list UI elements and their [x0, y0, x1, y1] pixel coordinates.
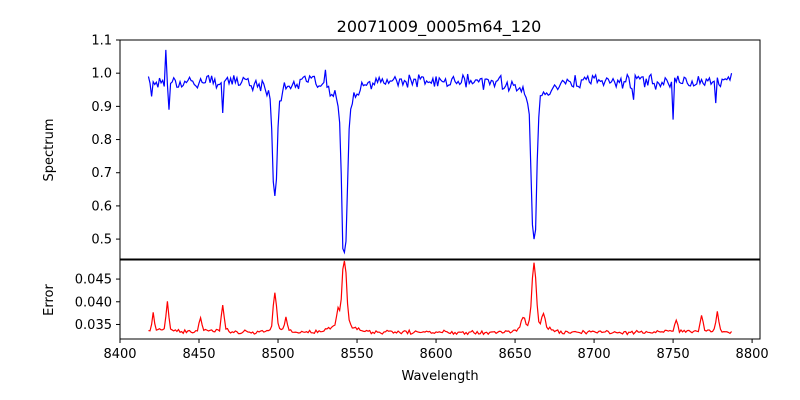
error-y-tick-label: 0.045: [75, 273, 112, 288]
spectrum-plot-frame: [119, 39, 761, 260]
error-series-line: [148, 260, 733, 336]
spectrum-y-tick-label: 0.8: [91, 133, 112, 148]
x-tick-label: 8700: [578, 347, 611, 362]
error-panel: 0.035 0.040 0.045 Error: [42, 259, 761, 340]
x-tick-label: 8650: [499, 347, 532, 362]
spectrum-y-axis-label: Spectrum: [42, 119, 57, 182]
spectrum-y-tick-label: 1.1: [91, 34, 112, 49]
x-axis-label: Wavelength: [401, 369, 478, 384]
error-y-axis: 0.035 0.040 0.045: [75, 273, 120, 333]
error-y-tick-label: 0.040: [75, 295, 112, 310]
spectrum-series-line: [147, 49, 733, 255]
spectrum-y-tick-label: 1.0: [91, 67, 112, 82]
error-plot-frame: [119, 259, 761, 340]
error-y-axis-label: Error: [42, 284, 57, 316]
spectrum-y-tick-label: 0.5: [91, 233, 112, 248]
spectrum-y-axis: 0.5 0.6 0.7 0.8 0.9 1.0 1.1: [91, 34, 120, 248]
spectrum-y-tick-label: 0.6: [91, 199, 112, 214]
x-tick-label: 8800: [736, 347, 769, 362]
x-tick-label: 8600: [420, 347, 453, 362]
x-tick-label: 8750: [657, 347, 690, 362]
chart-title: 20071009_0005m64_120: [337, 17, 542, 37]
x-tick-label: 8500: [261, 347, 294, 362]
spectrum-panel: 0.5 0.6 0.7 0.8 0.9 1.0 1.1 Spectrum: [42, 34, 761, 260]
x-axis: 8400 8450 8500 8550 8600 8650 8700 8750 8800: [103, 339, 769, 362]
spectrum-y-tick-label: 0.9: [91, 100, 112, 115]
x-tick-label: 8450: [182, 347, 215, 362]
x-tick-label: 8400: [103, 347, 136, 362]
spectrum-y-tick-label: 0.7: [91, 166, 112, 181]
x-tick-label: 8550: [340, 347, 373, 362]
error-y-tick-label: 0.035: [75, 318, 112, 333]
